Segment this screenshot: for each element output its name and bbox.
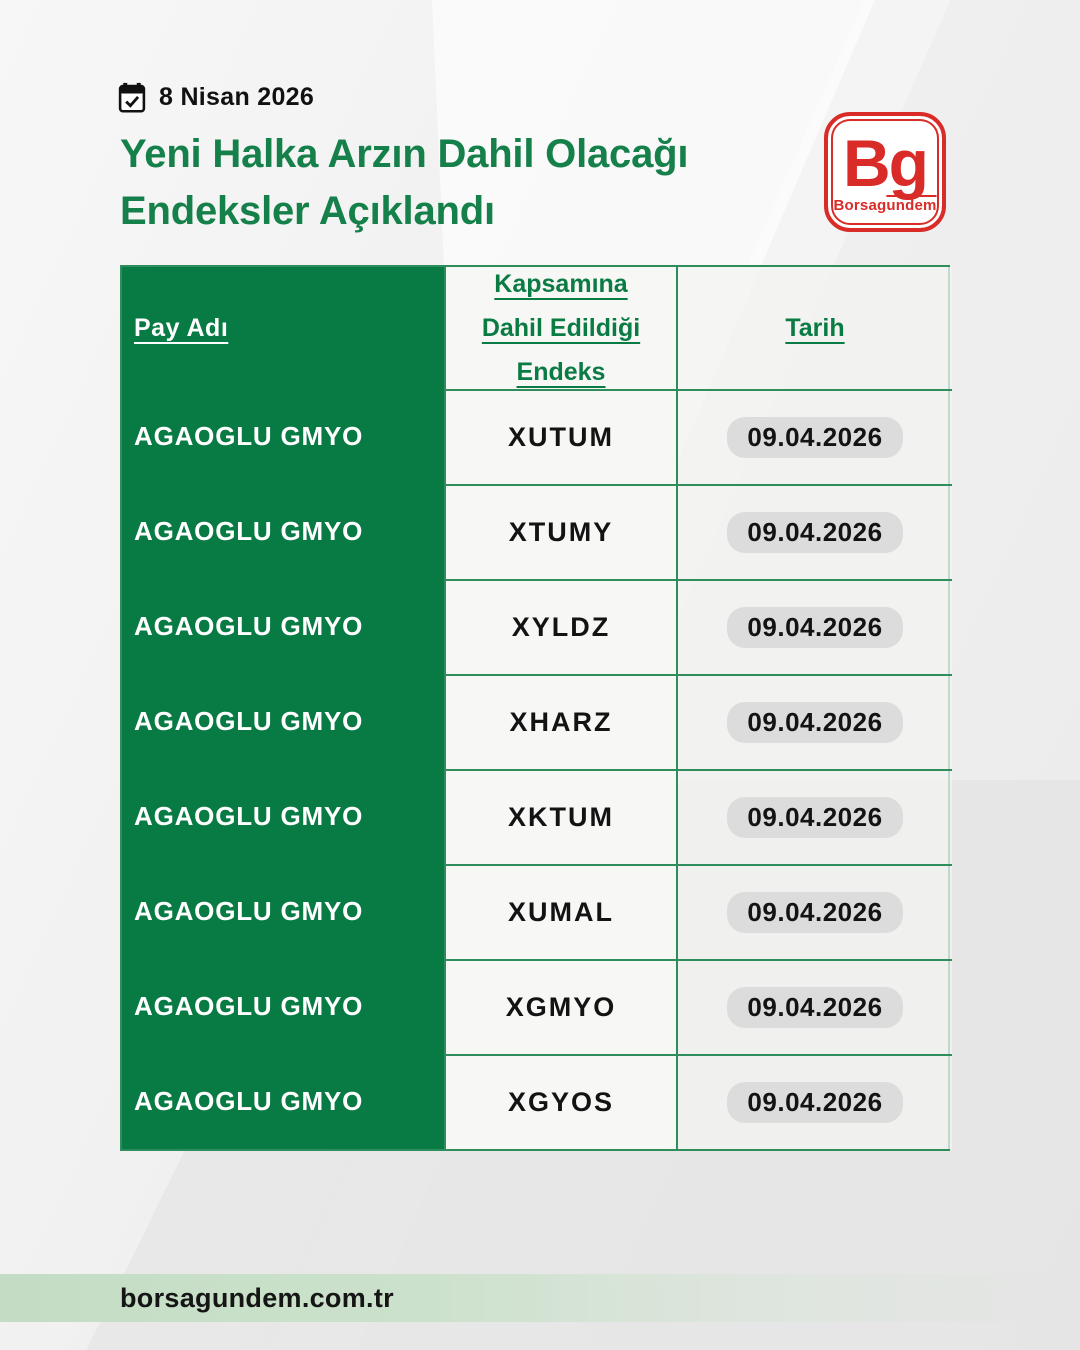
- title-line-2: Endeksler Açıklandı: [120, 189, 495, 233]
- endeks-cell: XTUMY: [444, 484, 678, 579]
- tarih-cell: 09.04.2026: [678, 389, 952, 484]
- pay-adi-cell: AGAOGLU GMYO: [122, 1054, 444, 1149]
- date-pill: 09.04.2026: [727, 702, 903, 743]
- pay-adi-cell: AGAOGLU GMYO: [122, 484, 444, 579]
- borsagundem-logo: Bg Borsagundem: [824, 112, 946, 232]
- calendar-check-icon: [118, 82, 146, 113]
- tarih-cell: 09.04.2026: [678, 579, 952, 674]
- website-url: borsagundem.com.tr: [120, 1282, 394, 1313]
- date-pill: 09.04.2026: [727, 987, 903, 1028]
- endeks-cell: XUTUM: [444, 389, 678, 484]
- tarih-cell: 09.04.2026: [678, 864, 952, 959]
- column-header-pay-adi: Pay Adı: [122, 267, 444, 389]
- pay-adi-cell: AGAOGLU GMYO: [122, 579, 444, 674]
- date-pill: 09.04.2026: [727, 892, 903, 933]
- pay-adi-cell: AGAOGLU GMYO: [122, 389, 444, 484]
- endeks-cell: XGMYO: [444, 959, 678, 1054]
- date-pill: 09.04.2026: [727, 797, 903, 838]
- date-row: 8 Nisan 2026: [118, 82, 314, 113]
- index-inclusion-table: Pay Adı Kapsamına Dahil Edildiği Endeks …: [120, 265, 952, 1151]
- post-date: 8 Nisan 2026: [159, 83, 315, 111]
- tarih-cell: 09.04.2026: [678, 674, 952, 769]
- logo-monogram: Bg: [843, 126, 929, 200]
- column-header-endeks: Kapsamına Dahil Edildiği Endeks: [444, 267, 678, 389]
- endeks-cell: XHARZ: [444, 674, 678, 769]
- endeks-cell: XKTUM: [444, 769, 678, 864]
- logo-brand-name: Borsagundem: [833, 197, 937, 214]
- title-line-1: Yeni Halka Arzın Dahil Olacağı: [120, 132, 689, 176]
- date-pill: 09.04.2026: [727, 512, 903, 553]
- tarih-cell: 09.04.2026: [678, 769, 952, 864]
- date-pill: 09.04.2026: [727, 417, 903, 458]
- date-pill: 09.04.2026: [727, 1082, 903, 1123]
- pay-adi-cell: AGAOGLU GMYO: [122, 674, 444, 769]
- endeks-cell: XYLDZ: [444, 579, 678, 674]
- tarih-cell: 09.04.2026: [678, 959, 952, 1054]
- pay-adi-cell: AGAOGLU GMYO: [122, 959, 444, 1054]
- tarih-cell: 09.04.2026: [678, 484, 952, 579]
- column-header-tarih: Tarih: [678, 267, 952, 389]
- footer-band: borsagundem.com.tr: [0, 1274, 1080, 1322]
- tarih-cell: 09.04.2026: [678, 1054, 952, 1149]
- page-title: Yeni Halka Arzın Dahil Olacağı Endeksler…: [120, 126, 860, 240]
- date-pill: 09.04.2026: [727, 607, 903, 648]
- endeks-cell: XUMAL: [444, 864, 678, 959]
- pay-adi-cell: AGAOGLU GMYO: [122, 864, 444, 959]
- pay-adi-cell: AGAOGLU GMYO: [122, 769, 444, 864]
- endeks-cell: XGYOS: [444, 1054, 678, 1149]
